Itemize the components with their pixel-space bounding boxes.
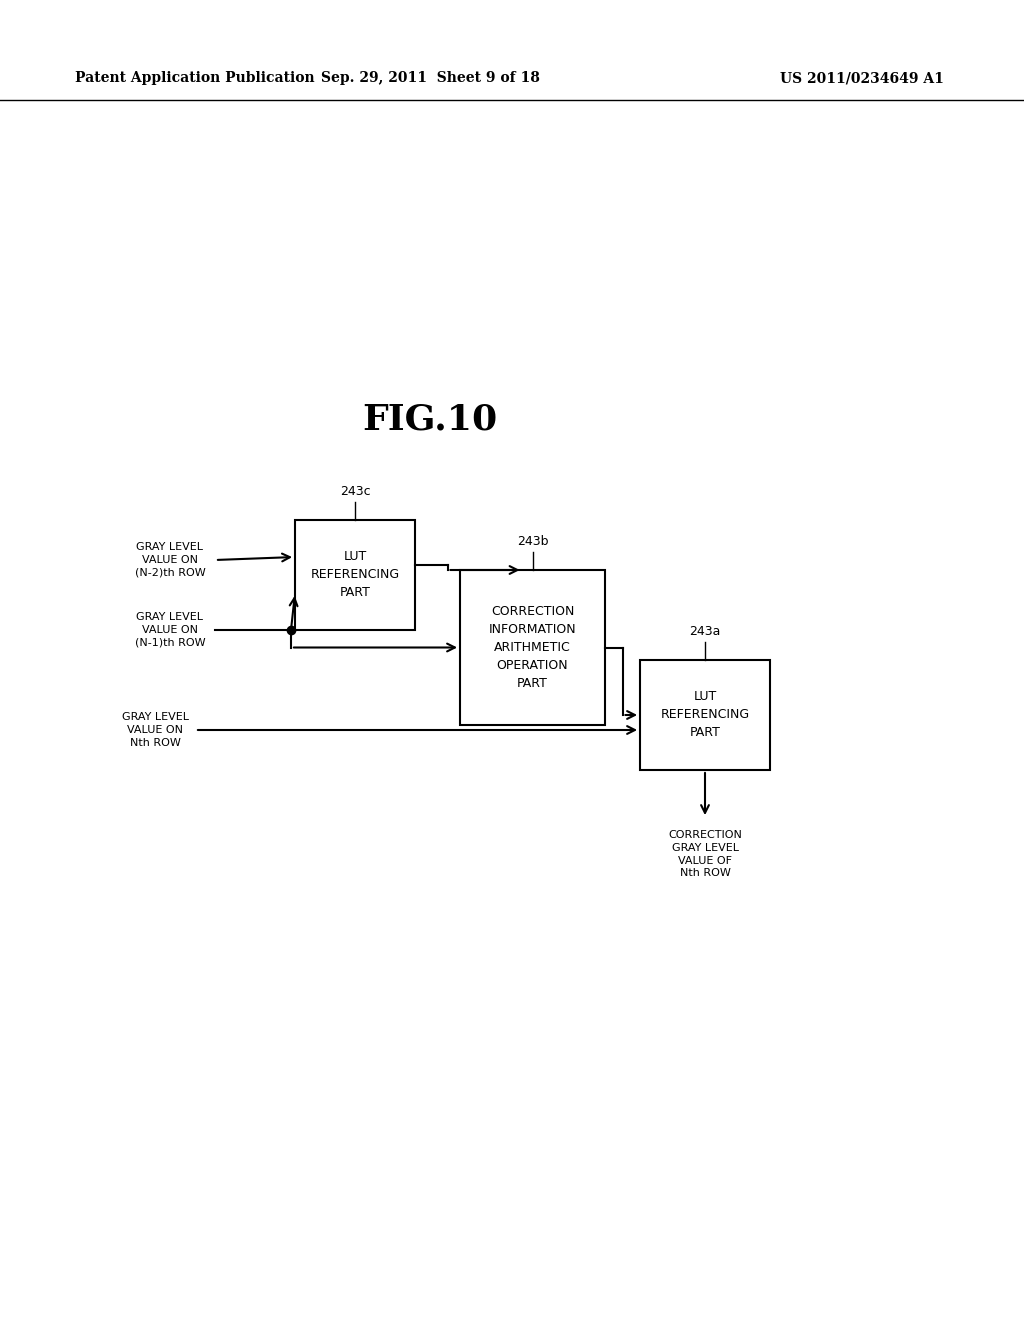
Text: Patent Application Publication: Patent Application Publication <box>75 71 314 84</box>
Text: CORRECTION
GRAY LEVEL
VALUE OF
Nth ROW: CORRECTION GRAY LEVEL VALUE OF Nth ROW <box>668 830 742 878</box>
Text: 243b: 243b <box>517 535 548 548</box>
Text: Sep. 29, 2011  Sheet 9 of 18: Sep. 29, 2011 Sheet 9 of 18 <box>321 71 540 84</box>
Text: LUT
REFERENCING
PART: LUT REFERENCING PART <box>660 690 750 739</box>
Bar <box>640 660 770 770</box>
Text: CORRECTION
INFORMATION
ARITHMETIC
OPERATION
PART: CORRECTION INFORMATION ARITHMETIC OPERAT… <box>488 605 577 690</box>
Text: 243c: 243c <box>340 484 371 498</box>
Text: GRAY LEVEL
VALUE ON
Nth ROW: GRAY LEVEL VALUE ON Nth ROW <box>122 713 188 748</box>
Text: LUT
REFERENCING
PART: LUT REFERENCING PART <box>310 550 399 599</box>
Text: 243a: 243a <box>689 624 721 638</box>
Text: US 2011/0234649 A1: US 2011/0234649 A1 <box>780 71 944 84</box>
Text: GRAY LEVEL
VALUE ON
(N-2)th ROW: GRAY LEVEL VALUE ON (N-2)th ROW <box>134 543 206 578</box>
Bar <box>295 520 415 630</box>
Text: GRAY LEVEL
VALUE ON
(N-1)th ROW: GRAY LEVEL VALUE ON (N-1)th ROW <box>135 612 206 648</box>
Text: FIG.10: FIG.10 <box>362 403 498 437</box>
Bar <box>460 570 605 725</box>
